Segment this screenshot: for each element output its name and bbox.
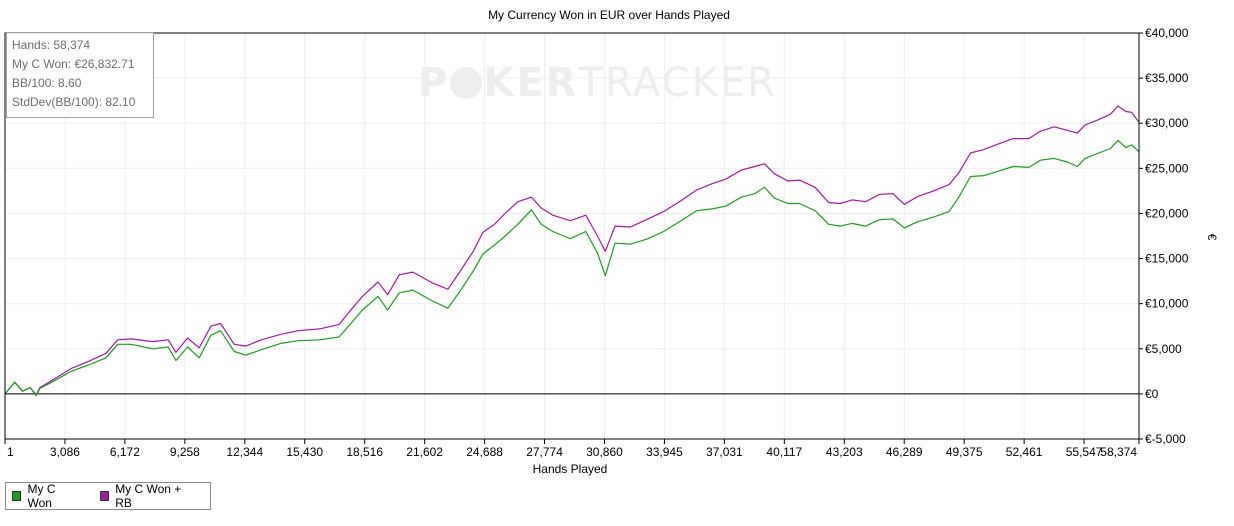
legend-item-my-c-won[interactable]: My C Won xyxy=(12,482,80,510)
series-line-my-c-won xyxy=(4,139,1140,397)
x-tick-label: 33,945 xyxy=(646,445,683,459)
x-tick-label: 52,461 xyxy=(1006,445,1043,459)
legend-swatch-green xyxy=(12,491,22,501)
legend-label: My C Won + RB xyxy=(115,482,182,510)
x-tick-label: 15,430 xyxy=(286,445,323,459)
y-tick-label: €20,000 xyxy=(1145,206,1189,220)
series-layer xyxy=(4,105,1140,397)
pokertracker-watermark: P KERTRACKER xyxy=(418,60,777,106)
x-tick-label: 49,375 xyxy=(946,445,983,459)
x-tick-label: 24,688 xyxy=(466,445,503,459)
y-tick-label: €25,000 xyxy=(1145,161,1189,175)
y-tick-label: €40,000 xyxy=(1145,26,1189,40)
x-axis-label: Hands Played xyxy=(533,462,608,476)
x-axis-ticks: 1 3,086 6,172 9,258 12,344 15,430 18,516 21,602… xyxy=(4,439,1140,459)
watermark-text-p: P xyxy=(418,60,450,106)
y-tick-label: €15,000 xyxy=(1145,252,1189,266)
x-tick-label: 27,774 xyxy=(526,445,563,459)
x-tick-label: 3,086 xyxy=(50,445,80,459)
stats-won: My C Won: €26,832.71 xyxy=(12,57,135,71)
chart-title: My Currency Won in EUR over Hands Played xyxy=(488,8,730,22)
y-tick-label: €10,000 xyxy=(1145,297,1189,311)
legend-label: My C Won xyxy=(27,482,56,510)
legend-swatch-purple xyxy=(99,491,110,501)
y-axis-label: € xyxy=(1205,234,1219,241)
grid xyxy=(4,32,1140,440)
y-tick-label: €35,000 xyxy=(1145,71,1189,85)
x-tick-label: 55,547 xyxy=(1066,445,1103,459)
x-tick-label: 40,117 xyxy=(766,445,802,459)
legend-item-my-c-won-rb[interactable]: My C Won + RB xyxy=(99,482,196,510)
stats-bb100: BB/100: 8.60 xyxy=(12,76,82,90)
stats-stddev: StdDev(BB/100): 82.10 xyxy=(12,95,136,109)
legend: My C Won My C Won + RB xyxy=(5,482,211,510)
y-tick-label: €5,000 xyxy=(1145,342,1182,356)
x-tick-label: 37,031 xyxy=(706,445,743,459)
watermark-text-ker: KER xyxy=(483,60,579,106)
x-tick-label: 1 xyxy=(7,445,14,459)
plot-frame xyxy=(4,32,1140,440)
watermark-text-tracker: TRACKER xyxy=(578,60,777,106)
y-tick-label: €-5,000 xyxy=(1145,432,1186,446)
stats-box: Hands: 58,374 My C Won: €26,832.71 BB/10… xyxy=(6,32,154,118)
x-tick-label: 18,516 xyxy=(346,445,383,459)
y-axis-ticks: €-5,000 €0 €5,000 €10,000 €15,000 €20,000 €25,… xyxy=(1139,26,1189,446)
x-tick-label: 46,289 xyxy=(886,445,923,459)
poker-chip-icon xyxy=(450,67,483,99)
x-tick-label: 9,258 xyxy=(170,445,200,459)
stats-hands: Hands: 58,374 xyxy=(12,38,91,52)
x-tick-label: 12,344 xyxy=(226,445,263,459)
x-tick-label: 30,860 xyxy=(586,445,623,459)
y-tick-label: €30,000 xyxy=(1145,116,1189,130)
x-tick-label: 21,602 xyxy=(406,445,443,459)
series-line-my-c-won-rb xyxy=(4,105,1140,396)
x-tick-label: 6,172 xyxy=(110,445,140,459)
x-tick-label: 43,203 xyxy=(826,445,863,459)
y-tick-label: €0 xyxy=(1145,387,1159,401)
x-tick-label: 58,374 xyxy=(1100,445,1137,459)
